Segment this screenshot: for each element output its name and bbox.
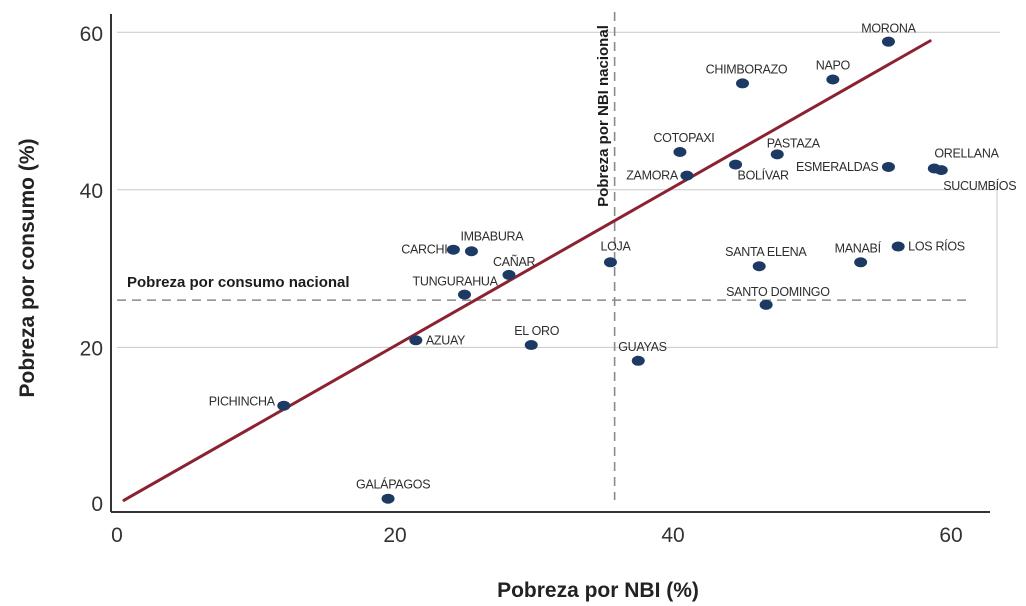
chart-text: 0 20 40 60 0 20 40 60 Pobreza por NBI (%) Pobreza… — [16, 22, 1017, 602]
trendline — [122, 39, 932, 502]
point-pichincha — [277, 400, 291, 411]
point-label-los-rios: LOS RÍOS — [908, 239, 965, 254]
point-santo-domingo — [759, 299, 773, 310]
point-label-santa-elena: SANTA ELENA — [725, 245, 807, 259]
nbi-national-label: Pobreza por NBI nacional — [595, 25, 612, 207]
point-chimborazo — [736, 78, 749, 89]
point-label-sucumbios: SUCUMBÍOS — [943, 178, 1016, 193]
data-points — [277, 36, 948, 504]
point-label-morona: MORONA — [861, 22, 916, 36]
x-tick-label: 0 — [111, 524, 123, 547]
point-label-imbabura: IMBABURA — [460, 229, 524, 243]
point-el-oro — [524, 340, 538, 351]
point-label-orellana: ORELLANA — [934, 147, 999, 161]
gridlines — [117, 31, 1000, 348]
point-label-zamora: ZAMORA — [626, 169, 679, 183]
x-tick-label: 40 — [661, 524, 684, 547]
point-label-santo-domingo: SANTO DOMINGO — [726, 285, 830, 299]
point-guayas — [631, 355, 645, 366]
point-label-bolivar: BOLÍVAR — [738, 168, 789, 183]
point-label-pichincha: PICHINCHA — [209, 395, 276, 409]
point-label-loja: LOJA — [600, 239, 631, 253]
point-esmeraldas — [881, 161, 895, 172]
axes — [110, 14, 990, 513]
point-galapagos — [381, 493, 395, 504]
point-label-pastaza: PASTAZA — [767, 136, 821, 150]
point-morona — [881, 36, 895, 47]
trend-line — [122, 39, 932, 502]
point-label-canar: CAÑAR — [493, 255, 536, 269]
point-label-cotopaxi: COTOPAXI — [653, 131, 714, 145]
point-bolivar — [729, 159, 743, 170]
point-label-guayas: GUAYAS — [618, 340, 666, 354]
reference-lines — [117, 12, 970, 500]
point-los-rios — [891, 241, 905, 252]
point-label-esmeraldas: ESMERALDAS — [796, 160, 878, 174]
point-label-el-oro: EL ORO — [514, 324, 560, 338]
point-cotopaxi — [673, 146, 687, 157]
x-tick-label: 20 — [383, 524, 406, 547]
point-sucumbios — [934, 165, 948, 176]
point-manabi — [854, 257, 868, 268]
x-axis-title: Pobreza por NBI (%) — [497, 579, 699, 602]
point-label-manabi: MANABÍ — [835, 240, 882, 255]
point-imbabura — [464, 246, 478, 257]
point-label-tungurahua: TUNGURAHUA — [413, 275, 499, 289]
point-santa-elena — [752, 261, 766, 272]
y-tick-label: 40 — [80, 180, 103, 203]
point-label-napo: NAPO — [816, 58, 851, 72]
y-tick-label: 20 — [80, 337, 103, 360]
point-label-chimborazo: CHIMBORAZO — [706, 62, 788, 76]
x-tick-label: 60 — [939, 524, 962, 547]
consumo-national-label: Pobreza por consumo nacional — [127, 274, 350, 291]
point-label-azuay: AZUAY — [426, 333, 466, 347]
point-azuay — [409, 335, 423, 346]
point-zamora — [680, 170, 694, 181]
point-carchi — [446, 244, 460, 255]
point-label-galapagos: GALÁPAGOS — [356, 477, 430, 492]
point-label-carchi: CARCHI — [401, 243, 447, 257]
point-loja — [603, 257, 617, 268]
y-axis-title: Pobreza por consumo (%) — [16, 138, 39, 397]
point-canar — [502, 269, 516, 280]
point-napo — [826, 74, 840, 85]
y-tick-label: 0 — [91, 493, 103, 516]
point-tungurahua — [458, 289, 471, 300]
point-pastaza — [770, 149, 784, 160]
y-tick-label: 60 — [80, 23, 103, 46]
